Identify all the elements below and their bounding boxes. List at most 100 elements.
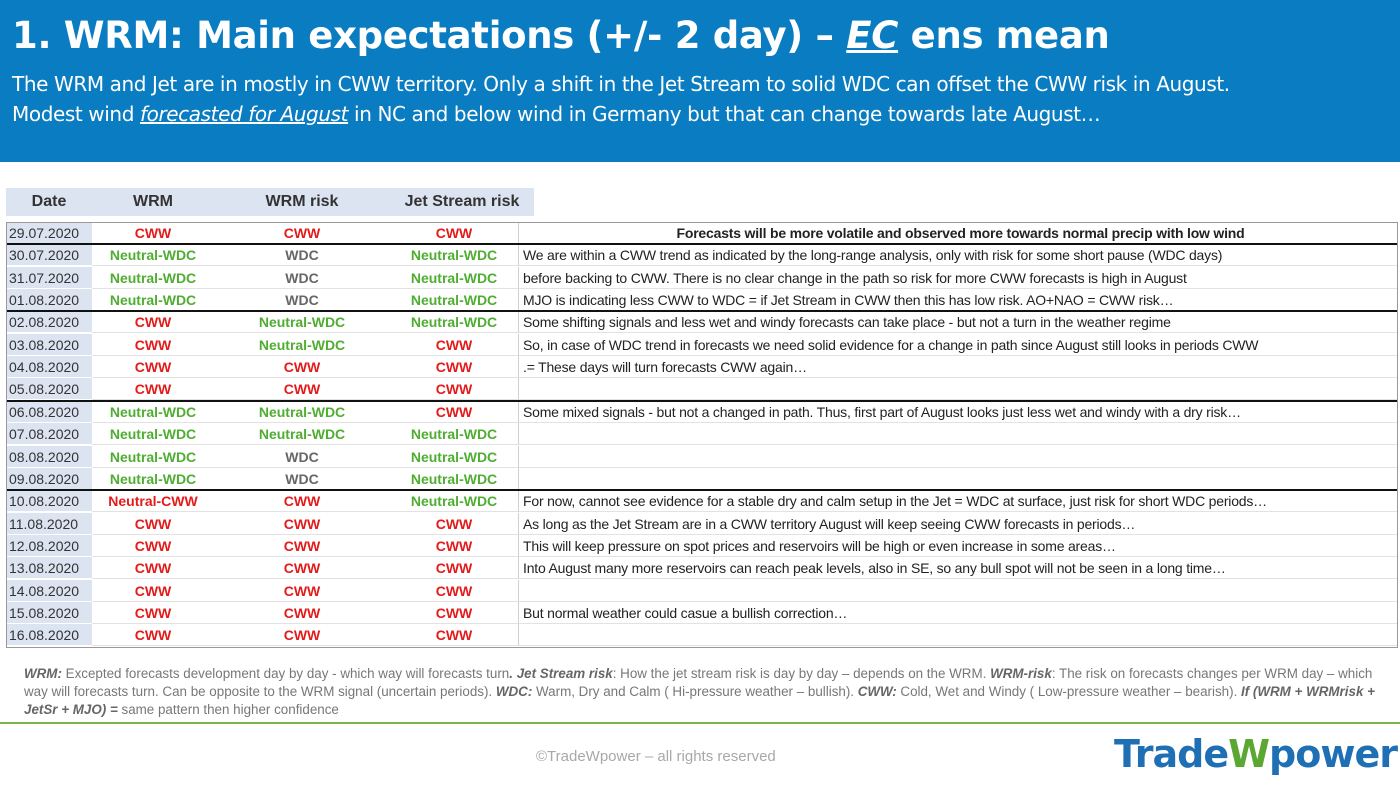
wrm-risk-cell: CWW	[214, 602, 390, 624]
title-ec: EC	[846, 14, 899, 57]
comment-cell	[518, 624, 1398, 647]
date-cell: 31.07.2020	[6, 266, 92, 289]
date-cell: 06.08.2020	[6, 400, 92, 423]
jet-stream-risk-cell: Neutral-WDC	[390, 244, 518, 267]
group-separator	[6, 310, 1398, 313]
wrm-cell: Neutral-WDC	[92, 401, 214, 423]
jet-stream-risk-cell: Neutral-WDC	[390, 423, 518, 446]
comment-cell: But normal weather could casue a bullish…	[518, 601, 1398, 624]
wrm-cell: CWW	[92, 334, 214, 356]
date-cell: 08.08.2020	[6, 445, 92, 468]
jet-stream-risk-cell: Neutral-WDC	[390, 267, 518, 289]
table-row: 15.08.2020 CWW CWW CWW But normal weather co…	[6, 601, 1398, 624]
jet-stream-risk-cell: CWW	[390, 334, 518, 356]
table-row: 08.08.2020 Neutral-WDC WDC Neutral-WDC	[6, 445, 1398, 468]
comment-cell: before backing to CWW. There is no clear…	[518, 266, 1398, 289]
date-cell: 30.07.2020	[6, 244, 92, 267]
wrm-cell: CWW	[92, 513, 214, 535]
comment-cell: For now, cannot see evidence for a stabl…	[518, 490, 1398, 513]
comment-cell	[518, 423, 1398, 446]
col-header-wrm: WRM	[92, 188, 214, 216]
date-cell: 15.08.2020	[6, 601, 92, 624]
wrm-risk-cell: WDC	[214, 446, 390, 468]
comment-cell: Some shifting signals and less wet and w…	[518, 311, 1398, 334]
wrm-cell: Neutral-WDC	[92, 267, 214, 289]
table-row: 01.08.2020 Neutral-WDC WDC Neutral-WDC MJO i…	[6, 289, 1398, 312]
date-cell: 14.08.2020	[6, 579, 92, 602]
col-header-date: Date	[6, 188, 92, 216]
date-cell: 10.08.2020	[6, 490, 92, 513]
comment-cell: Some mixed signals - but not a changed i…	[518, 400, 1398, 423]
date-cell: 09.08.2020	[6, 467, 92, 490]
wrm-cell: Neutral-WDC	[92, 244, 214, 267]
jet-stream-risk-cell: CWW	[390, 602, 518, 624]
wrm-cell: CWW	[92, 602, 214, 624]
col-header-wrm-risk: WRM risk	[214, 188, 390, 216]
table-row: 31.07.2020 Neutral-WDC WDC Neutral-WDC befor…	[6, 266, 1398, 289]
table-row: 14.08.2020 CWW CWW CWW	[6, 579, 1398, 602]
date-cell: 07.08.2020	[6, 423, 92, 446]
table-row: 16.08.2020 CWW CWW CWW	[6, 624, 1398, 647]
jet-stream-risk-cell: CWW	[390, 580, 518, 602]
jet-stream-risk-cell: Neutral-WDC	[390, 446, 518, 468]
group-separator	[6, 489, 1398, 492]
jet-stream-risk-cell: CWW	[390, 557, 518, 580]
date-cell: 11.08.2020	[6, 512, 92, 535]
jet-stream-risk-cell: CWW	[390, 401, 518, 423]
comment-cell: This will keep pressure on spot prices a…	[518, 534, 1398, 557]
footer-divider	[0, 722, 1400, 724]
tradewpower-logo: TradeWpower	[1114, 732, 1398, 776]
table-row: 30.07.2020 Neutral-WDC WDC Neutral-WDC We ar…	[6, 244, 1398, 267]
comment-cell: .= These days will turn forecasts CWW ag…	[518, 356, 1398, 379]
table-row: 07.08.2020 Neutral-WDC Neutral-WDC Neutral-…	[6, 423, 1398, 446]
comment-cell: We are within a CWW trend as indicated b…	[518, 244, 1398, 267]
subtitle-line-2: Modest wind forecasted for August in NC …	[12, 102, 1101, 126]
wrm-risk-cell: WDC	[214, 244, 390, 267]
logo-w-mark: W	[1228, 732, 1270, 776]
jet-stream-risk-cell: CWW	[390, 513, 518, 535]
comment-cell: Into August many more reservoirs can rea…	[518, 557, 1398, 580]
wrm-cell: Neutral-CWW	[92, 490, 214, 513]
wrm-cell: CWW	[92, 557, 214, 580]
table-row: 04.08.2020 CWW CWW CWW .= These days will tu…	[6, 356, 1398, 379]
jet-stream-risk-cell: Neutral-WDC	[390, 311, 518, 334]
wrm-risk-cell: CWW	[214, 624, 390, 647]
legend-notes: WRM: Excepted forecasts development day …	[24, 666, 1375, 717]
table-row: 13.08.2020 CWW CWW CWW Into August many more…	[6, 557, 1398, 580]
wrm-risk-cell: Neutral-WDC	[214, 423, 390, 446]
wrm-risk-cell: Neutral-WDC	[214, 334, 390, 356]
date-cell: 03.08.2020	[6, 333, 92, 356]
wrm-cell: CWW	[92, 580, 214, 602]
wrm-risk-cell: WDC	[214, 267, 390, 289]
page-title: 1. WRM: Main expectations (+/- 2 day) – …	[12, 14, 1110, 57]
group-separator	[6, 399, 1398, 402]
group-separator	[6, 243, 1398, 246]
wrm-cell: Neutral-WDC	[92, 423, 214, 446]
comment-cell: As long as the Jet Stream are in a CWW t…	[518, 512, 1398, 535]
date-cell: 16.08.2020	[6, 624, 92, 647]
comment-cell	[518, 579, 1398, 602]
table-row: 12.08.2020 CWW CWW CWW This will keep pressu…	[6, 534, 1398, 557]
date-cell: 02.08.2020	[6, 311, 92, 334]
wrm-cell: CWW	[92, 311, 214, 334]
col-header-jet-stream-risk: Jet Stream risk	[390, 188, 534, 216]
wrm-risk-cell: CWW	[214, 557, 390, 580]
comment-cell	[518, 445, 1398, 468]
date-cell: 29.07.2020	[6, 222, 92, 244]
jet-stream-risk-cell: CWW	[390, 356, 518, 379]
date-cell: 12.08.2020	[6, 534, 92, 557]
table-row: 10.08.2020 Neutral-CWW CWW Neutral-WDC For n…	[6, 490, 1398, 513]
wrm-cell: CWW	[92, 624, 214, 647]
wrm-cell: CWW	[92, 356, 214, 379]
wrm-risk-cell: CWW	[214, 513, 390, 535]
table-row: 02.08.2020 CWW Neutral-WDC Neutral-WDC Some …	[6, 311, 1398, 334]
jet-stream-risk-cell: CWW	[390, 624, 518, 647]
date-cell: 13.08.2020	[6, 557, 92, 580]
jet-stream-risk-cell: Neutral-WDC	[390, 490, 518, 513]
subtitle-line-1: The WRM and Jet are in mostly in CWW ter…	[12, 72, 1230, 96]
date-cell: 04.08.2020	[6, 356, 92, 379]
wrm-cell: CWW	[92, 535, 214, 557]
title-banner: 1. WRM: Main expectations (+/- 2 day) – …	[0, 0, 1400, 162]
wrm-risk-cell: CWW	[214, 356, 390, 379]
wrm-risk-cell: CWW	[214, 535, 390, 557]
